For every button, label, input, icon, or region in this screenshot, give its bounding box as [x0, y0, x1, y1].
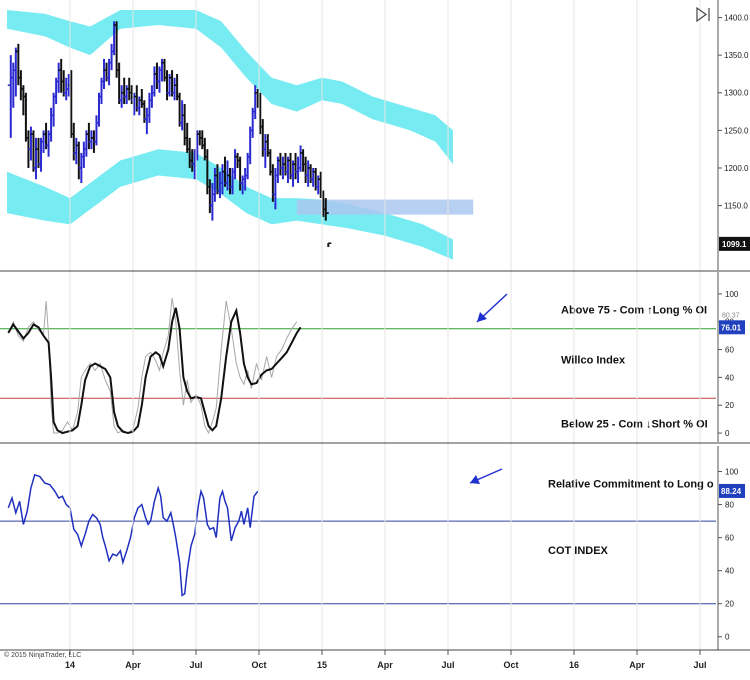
cot-axis-label: 40 — [725, 567, 734, 576]
willco-axis-label: 100 — [725, 290, 739, 299]
price-axis-label: 1150.0 — [724, 202, 748, 211]
cot-value-badge — [719, 483, 745, 498]
panel-separators — [0, 0, 750, 651]
expand-right-icon[interactable] — [696, 6, 708, 23]
last-price-label: 1099.1 — [722, 240, 747, 249]
willco-annotation-above: Above 75 - Com ↑Long % OI — [561, 305, 707, 317]
price-axis-label: 1200.0 — [724, 164, 749, 173]
x-axis-label: Jul — [189, 660, 202, 670]
cot-axis-label: 20 — [725, 600, 734, 609]
x-axis-label: Apr — [629, 660, 645, 670]
upper-band — [7, 10, 453, 165]
willco-axis-label: 40 — [725, 373, 734, 382]
willco-annotation-title: Willco Index — [561, 355, 626, 367]
price-panel: 1400.0 1350.0 1300.0 1250.0 1200.0 1150.0 1099… — [7, 0, 750, 270]
cot-panel: 100 80 60 40 20 0 88.24 Relative Commitment to … — [0, 446, 745, 650]
x-axis-label: Jul — [693, 660, 706, 670]
x-axis-label: Oct — [503, 660, 518, 670]
x-axis-label: Jul — [441, 660, 454, 670]
cot-annotation-title: Relative Commitment to Long o — [548, 479, 714, 491]
price-bar — [325, 212, 332, 247]
x-axis-label: Apr — [125, 660, 141, 670]
willco-value-label: 76.01 — [721, 323, 742, 332]
price-axis-label: 1350.0 — [724, 51, 749, 60]
cot-axis-label: 100 — [725, 468, 739, 477]
lower-band — [7, 149, 453, 260]
price-axis-label: 1250.0 — [724, 126, 749, 135]
cot-value-label: 88.24 — [721, 487, 742, 496]
copyright-label: © 2015 NinjaTrader, LLC — [4, 651, 81, 659]
cot-arrow-head — [470, 475, 480, 484]
willco-line — [7, 307, 302, 435]
x-axis: 14 Apr Jul Oct 15 Apr Jul Oct 16 Apr Jul — [65, 650, 707, 670]
price-axis-label: 1300.0 — [724, 89, 749, 98]
x-axis-label: Oct — [251, 660, 266, 670]
willco-prev-value: 80.37 — [722, 313, 740, 320]
cot-axis-label: 0 — [725, 633, 730, 642]
willco-axis-label: 60 — [725, 346, 734, 355]
willco-axis-label: 20 — [725, 401, 734, 410]
cot-line — [7, 473, 259, 597]
cot-annotation-name: COT INDEX — [548, 545, 609, 557]
price-axis-label: 1400.0 — [724, 14, 749, 23]
willco-arrow-head — [477, 312, 487, 322]
last-price-badge — [719, 236, 750, 251]
chart-window-controls[interactable] — [696, 6, 710, 23]
cot-axis-label: 60 — [725, 534, 734, 543]
x-axis-label: 15 — [317, 660, 327, 670]
x-axis-label: Apr — [377, 660, 393, 670]
willco-annotation-below: Below 25 - Com ↓Short % OI — [561, 419, 708, 431]
willco-axis-label: 0 — [725, 429, 730, 438]
willco-raw-line — [7, 298, 298, 435]
cot-axis-label: 80 — [725, 501, 734, 510]
willco-value-badge — [719, 320, 745, 335]
x-axis-label: 16 — [569, 660, 579, 670]
x-axis-label: 14 — [65, 660, 75, 670]
